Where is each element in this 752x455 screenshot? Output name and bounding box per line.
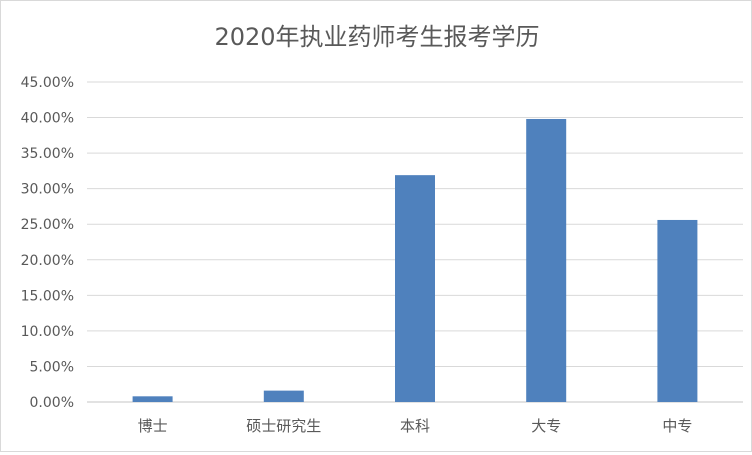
y-tick-label: 35.00%	[21, 146, 74, 162]
bar	[657, 219, 698, 402]
x-tick-label: 中专	[662, 417, 692, 435]
y-tick-label: 20.00%	[21, 253, 74, 269]
y-tick-label: 45.00%	[21, 75, 74, 91]
y-tick-label: 10.00%	[21, 324, 74, 340]
y-tick-label: 5.00%	[30, 359, 74, 375]
chart-title: 2020年执业药师考生报考学历	[214, 23, 539, 51]
bar	[263, 390, 304, 402]
y-tick-label: 15.00%	[21, 288, 74, 304]
x-tick-label: 硕士研究生	[246, 417, 321, 435]
bar	[526, 118, 567, 402]
x-tick-label: 大专	[531, 417, 561, 435]
bar	[395, 175, 435, 402]
y-tick-label: 0.00%	[30, 395, 74, 411]
y-tick-label: 40.00%	[21, 111, 74, 127]
y-tick-label: 25.00%	[21, 217, 74, 233]
x-tick-label: 本科	[400, 417, 430, 435]
bar	[132, 396, 173, 402]
x-tick-label: 博士	[138, 417, 168, 435]
y-tick-label: 30.00%	[21, 182, 74, 198]
